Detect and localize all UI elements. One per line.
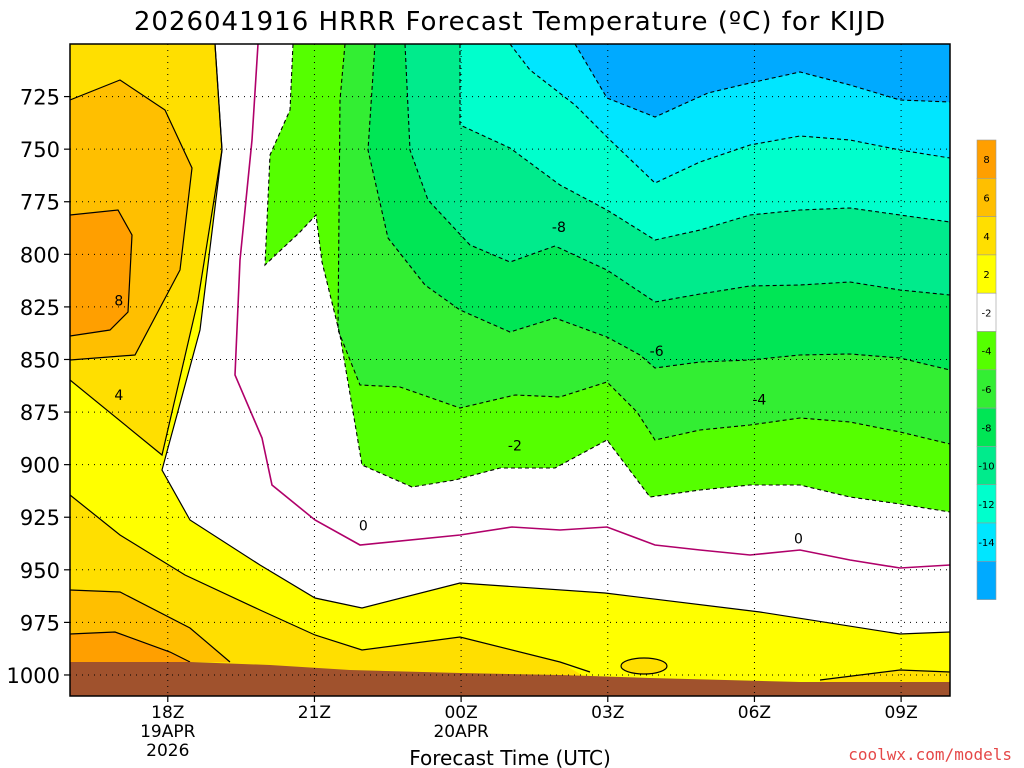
- y-tick-label: 725: [20, 86, 60, 110]
- y-tick-label: 950: [20, 559, 60, 583]
- colorbar-label: -8: [982, 423, 992, 434]
- contour-label: -4: [752, 392, 766, 408]
- colorbar-label: 4: [983, 232, 989, 243]
- contour-label: 0: [359, 519, 368, 535]
- y-tick-label: 800: [20, 243, 60, 267]
- x-tick-label: 21Z: [298, 703, 331, 723]
- colorbar-label: -12: [978, 500, 994, 511]
- x-tick-date: 20APR: [433, 722, 489, 742]
- credit-text: coolwx.com/models: [848, 745, 1012, 764]
- y-tick-label: 975: [20, 611, 60, 635]
- contour-label: 4: [114, 388, 123, 404]
- colorbar-label: -2: [982, 308, 992, 319]
- plot-frame: [69, 43, 951, 697]
- colorbar-label: -6: [982, 385, 992, 396]
- x-tick-label: 18Z: [151, 703, 184, 723]
- x-axis-title: Forecast Time (UTC): [409, 746, 611, 768]
- y-tick-label: 775: [20, 191, 60, 215]
- fill-band-low-pos8: [70, 632, 190, 662]
- x-tick-label: 00Z: [444, 703, 477, 723]
- x-tick-label: 09Z: [884, 703, 917, 723]
- y-tick-label: 900: [20, 454, 60, 478]
- chart-title: 2026041916 HRRR Forecast Temperature (ºC…: [134, 7, 886, 37]
- fill-band-low-pos4: [70, 495, 590, 680]
- ground-surface: [70, 662, 950, 696]
- y-axis: 725 750 775 800 825 850 875 900 925 950 975 1000: [7, 86, 70, 688]
- contour-label: 0: [794, 531, 803, 547]
- x-tick-year: 2026: [146, 741, 189, 761]
- contours-positive: [70, 44, 950, 681]
- colorbar-label: 2: [983, 270, 989, 281]
- y-tick-label: 750: [20, 138, 60, 162]
- contour-zero: [234, 44, 950, 569]
- fill-band-pos8: [70, 210, 132, 336]
- colorbar-label: -10: [978, 462, 994, 473]
- contour-label: -6: [650, 344, 664, 360]
- x-tick-label: 03Z: [591, 703, 624, 723]
- colorbar-label: 6: [983, 193, 989, 204]
- fill-band-low-pos4-right: [820, 670, 950, 682]
- colorbar-label: 8: [983, 155, 989, 166]
- x-tick-date: 19APR: [140, 722, 196, 742]
- colorbar-swatch: [976, 560, 997, 600]
- plot-area: 8 4 0 0 -2 -4 -6 -8: [70, 44, 950, 696]
- fill-band-neg16: [575, 44, 950, 117]
- colorbar-label: -4: [982, 347, 992, 358]
- contours-negative: [264, 44, 950, 513]
- y-tick-label: 825: [20, 296, 60, 320]
- contour-label: 8: [114, 294, 123, 310]
- y-tick-label: 850: [20, 348, 60, 372]
- x-tick-label: 06Z: [738, 703, 771, 723]
- contour-labels: 8 4 0 0 -2 -4 -6 -8: [114, 220, 802, 547]
- y-tick-label: 1000: [7, 664, 60, 688]
- contour-label: -2: [508, 439, 522, 455]
- y-tick-label: 875: [20, 401, 60, 425]
- colorbar-label: -14: [978, 538, 994, 549]
- fill-band-spot-pos4: [621, 658, 667, 674]
- colorbar: 8 6 4 2 -2 -4 -6 -8 -10 -12 -14: [976, 139, 997, 600]
- contour-label: -8: [552, 220, 566, 236]
- grid-lines: [70, 44, 950, 696]
- y-tick-label: 925: [20, 506, 60, 530]
